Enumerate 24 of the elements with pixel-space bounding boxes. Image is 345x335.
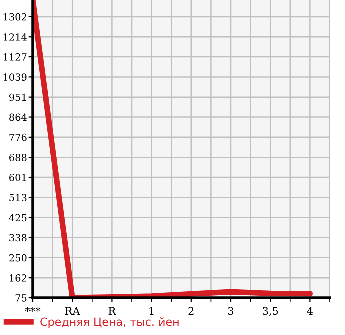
y-tick-label: 601 xyxy=(10,174,26,182)
y-tick-label: 75 xyxy=(16,294,27,302)
x-tick-label: 3 xyxy=(228,307,234,316)
y-tick-label: 776 xyxy=(10,134,27,142)
y-tick-label: 1214 xyxy=(4,34,27,41)
y-tick-label: 1039 xyxy=(4,74,27,82)
y-tick-label: 338 xyxy=(10,234,27,242)
x-tick-label: 4 xyxy=(307,307,313,315)
x-tick-label: 2 xyxy=(188,307,194,315)
x-tick-label: 1 xyxy=(150,307,154,315)
y-tick-label: 688 xyxy=(10,154,27,162)
y-tick-label: 250 xyxy=(10,254,27,262)
x-tick-label: R xyxy=(108,307,116,315)
x-tick-label: *** xyxy=(25,307,41,312)
y-tick-label: 162 xyxy=(10,274,26,282)
y-tick-label: 1302 xyxy=(4,13,26,21)
y-tick-label: 513 xyxy=(10,194,27,202)
y-tick-label: 864 xyxy=(10,114,27,122)
x-tick-label: 3,5 xyxy=(263,307,278,316)
y-tick-label: 425 xyxy=(9,214,27,222)
x-tick-label: RA xyxy=(65,307,80,315)
y-tick-label: 951 xyxy=(10,94,26,102)
legend-label: Средняя Цена, тыс. йен xyxy=(40,318,179,328)
y-tick-label: 1127 xyxy=(4,54,27,61)
